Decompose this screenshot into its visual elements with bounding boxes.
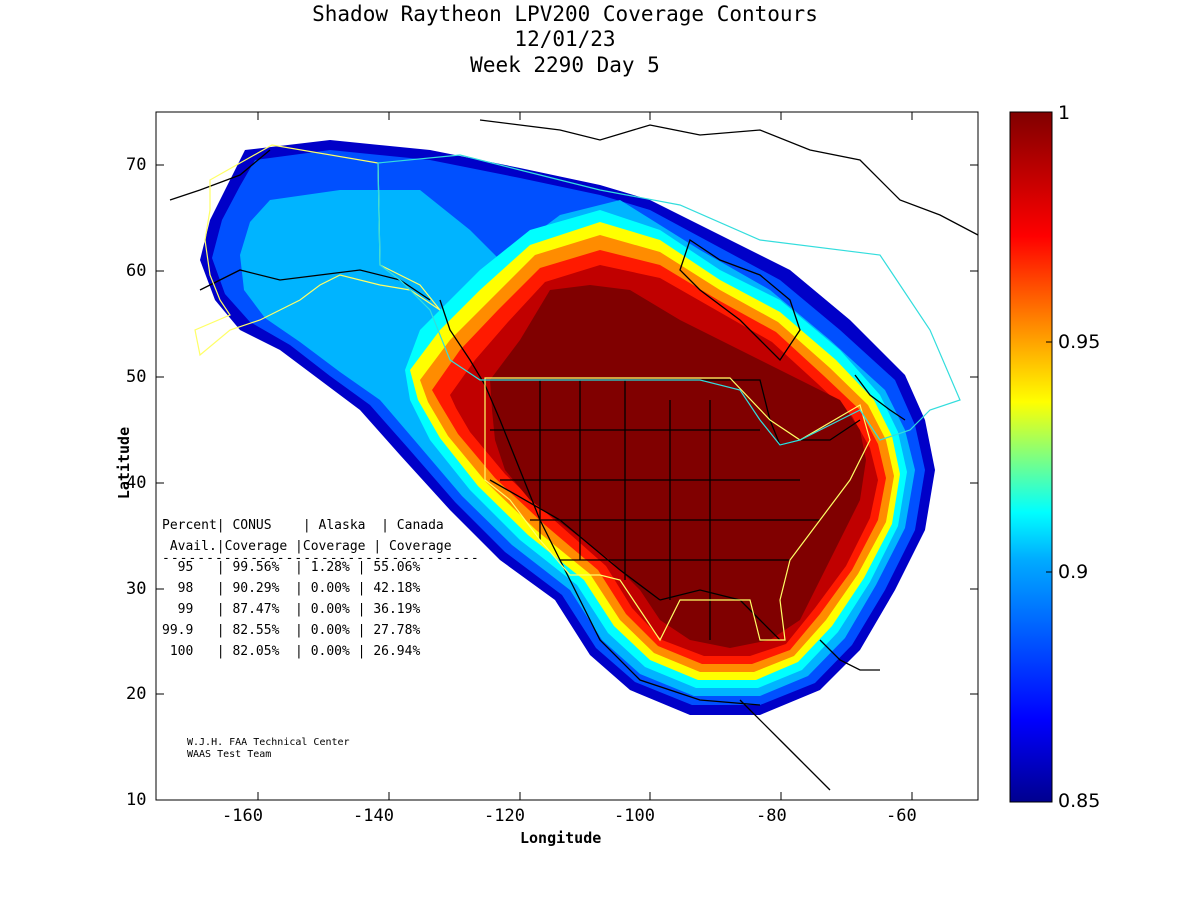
conus-outline bbox=[484, 377, 871, 642]
colorbar-tick-label: 0.95 bbox=[1058, 331, 1101, 353]
chart-date: 12/01/23 bbox=[514, 27, 616, 51]
credit-line-2: WAAS Test Team bbox=[187, 749, 272, 760]
ytick-label: 30 bbox=[126, 579, 147, 599]
stats-row: 99 | 87.47% | 0.00% | 36.19% bbox=[162, 602, 421, 617]
ytick-label: 50 bbox=[126, 367, 147, 387]
xtick-label: -100 bbox=[614, 806, 655, 826]
canada-outline bbox=[377, 154, 961, 446]
y-axis-label: Latitude bbox=[115, 426, 134, 500]
ytick-label: 20 bbox=[126, 684, 147, 704]
stats-header-1: Percent| CONUS | Alaska | Canada bbox=[162, 518, 444, 533]
axis-ticks bbox=[156, 112, 978, 800]
stats-header-2: Avail.|Coverage |Coverage | Coverage bbox=[162, 539, 452, 554]
ytick-label: 70 bbox=[126, 155, 147, 175]
chart-week: Week 2290 Day 5 bbox=[470, 53, 660, 77]
x-axis-label: Longitude bbox=[520, 829, 602, 847]
alaska-outline bbox=[194, 144, 441, 357]
colorbar-tick-label: 0.9 bbox=[1058, 561, 1089, 583]
coverage-contours bbox=[200, 140, 935, 715]
xtick-label: -160 bbox=[222, 806, 263, 826]
ytick-label: 10 bbox=[126, 790, 147, 810]
colorbar bbox=[1009, 111, 1053, 803]
chart-title: Shadow Raytheon LPV200 Coverage Contours bbox=[312, 2, 818, 26]
xtick-label: -60 bbox=[886, 806, 917, 826]
coverage-band-100 bbox=[490, 285, 866, 648]
xtick-label: -140 bbox=[353, 806, 394, 826]
colorbar-tick-label: 1 bbox=[1058, 102, 1071, 124]
ytick-label: 60 bbox=[126, 261, 147, 281]
stats-row: 100 | 82.05% | 0.00% | 26.94% bbox=[162, 644, 421, 659]
stats-row: 99.9 | 82.55% | 0.00% | 27.78% bbox=[162, 623, 421, 638]
stats-row: 95 | 99.56% | 1.28% | 55.06% bbox=[162, 560, 421, 575]
xtick-label: -80 bbox=[756, 806, 787, 826]
colorbar-ticks bbox=[1046, 341, 1052, 573]
service-areas bbox=[194, 144, 961, 642]
credit-line-1: W.J.H. FAA Technical Center bbox=[187, 737, 350, 748]
stats-row: 98 | 90.29% | 0.00% | 42.18% bbox=[162, 581, 421, 596]
stats-separator: ------------------------------------ bbox=[162, 551, 480, 566]
xtick-label: -120 bbox=[484, 806, 525, 826]
ytick-label: 40 bbox=[126, 473, 147, 493]
colorbar-tick-label: 0.85 bbox=[1058, 790, 1101, 812]
